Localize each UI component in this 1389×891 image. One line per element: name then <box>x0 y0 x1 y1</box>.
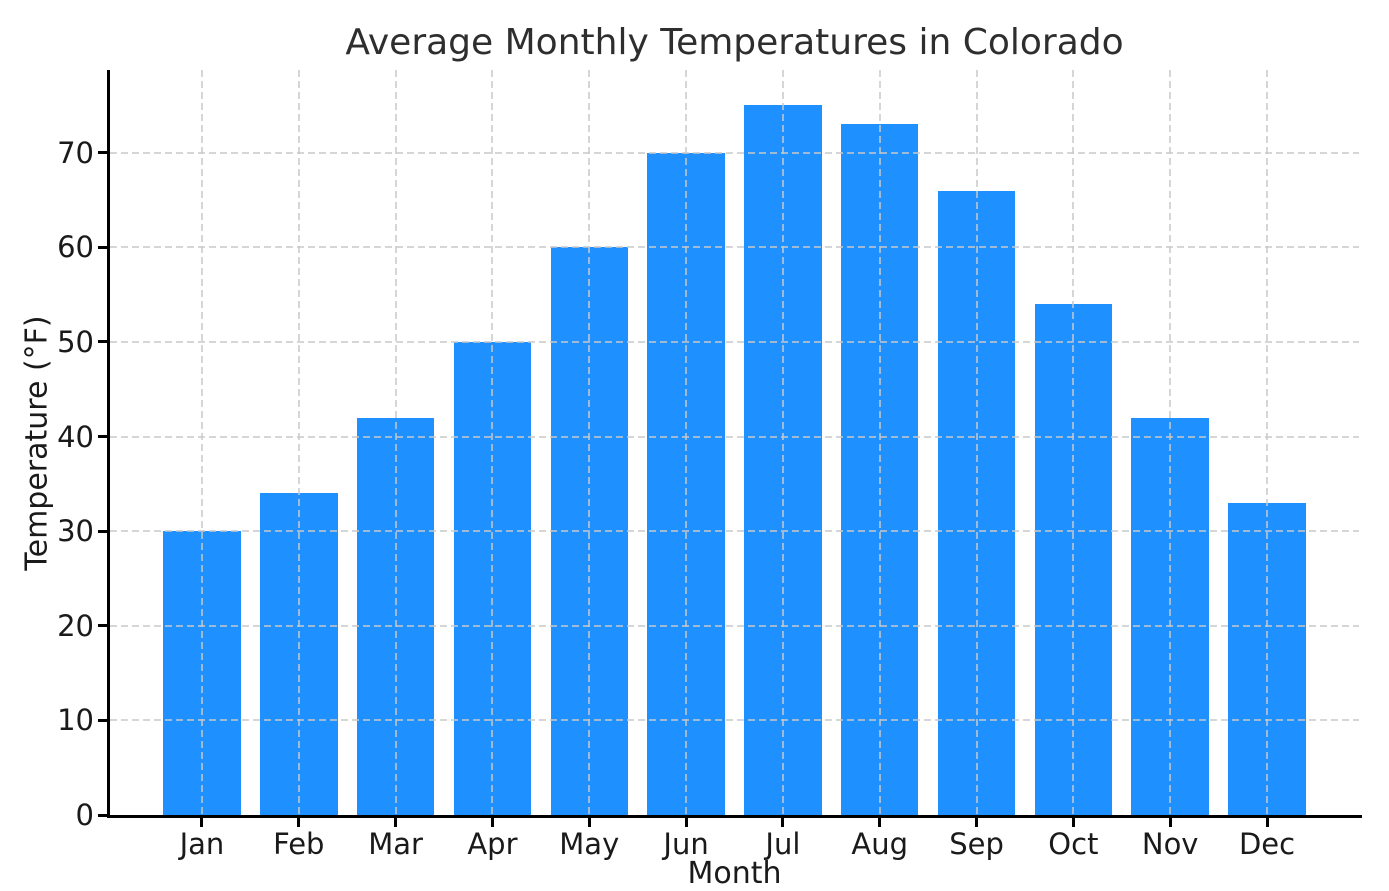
y-tick-label: 20 <box>57 608 94 643</box>
x-tick-label: Oct <box>1048 827 1099 861</box>
x-tick-mark <box>200 818 204 827</box>
y-tick-mark <box>98 529 107 533</box>
y-tick-mark <box>98 718 107 722</box>
x-tick-label: Aug <box>851 827 909 861</box>
x-tick-mark <box>394 818 398 827</box>
y-tick-label: 10 <box>57 703 94 738</box>
y-tick-label: 70 <box>57 135 94 170</box>
bar-apr <box>453 341 532 815</box>
x-tick-mark <box>1168 818 1172 827</box>
y-tick-mark <box>98 245 107 249</box>
x-tick-label: Jan <box>179 827 225 861</box>
x-tick-mark <box>878 818 882 827</box>
y-tick-mark <box>98 624 107 628</box>
bar-may <box>550 247 628 815</box>
plot-area <box>110 70 1359 815</box>
y-tick-mark <box>98 340 107 344</box>
x-tick-label: Nov <box>1141 827 1199 861</box>
bar-feb <box>260 493 338 815</box>
bar-dec <box>1228 502 1306 815</box>
bar-oct <box>1034 304 1113 815</box>
y-axis-spine <box>107 70 110 818</box>
y-tick-label: 60 <box>57 230 94 265</box>
y-tick-label: 50 <box>57 324 94 359</box>
bar-mar <box>356 417 435 815</box>
x-tick-mark <box>684 818 688 827</box>
x-tick-label: Feb <box>273 827 325 861</box>
bar-jul <box>744 105 822 815</box>
x-axis-spine <box>107 815 1362 818</box>
x-tick-label: Mar <box>368 827 423 861</box>
x-tick-mark <box>1071 818 1075 827</box>
bar-sep <box>937 190 1016 815</box>
x-tick-label: Dec <box>1238 827 1296 861</box>
x-tick-label: Sep <box>949 827 1004 861</box>
y-tick-mark <box>98 151 107 155</box>
bar-nov <box>1131 417 1209 815</box>
x-tick-label: Apr <box>467 827 518 861</box>
bar-jan <box>163 531 241 815</box>
x-tick-mark <box>781 818 785 827</box>
x-tick-mark <box>975 818 979 827</box>
x-tick-label: Jul <box>765 827 801 861</box>
x-tick-mark <box>1265 818 1269 827</box>
x-tick-mark <box>490 818 494 827</box>
chart-title: Average Monthly Temperatures in Colorado <box>345 22 1124 63</box>
x-tick-label: May <box>559 827 620 861</box>
y-tick-label: 0 <box>75 798 94 832</box>
y-tick-label: 40 <box>57 419 94 454</box>
y-tick-label: 30 <box>57 514 94 549</box>
x-axis-label: Month <box>687 856 782 891</box>
bar-aug <box>841 124 919 815</box>
y-tick-mark <box>98 435 107 439</box>
x-tick-mark <box>587 818 591 827</box>
y-tick-mark <box>98 813 107 817</box>
x-tick-mark <box>297 818 301 827</box>
y-axis-label: Temperature (°F) <box>19 315 55 571</box>
bars-layer <box>110 70 1359 815</box>
x-tick-label: Jun <box>663 827 709 861</box>
bar-jun <box>647 152 725 815</box>
